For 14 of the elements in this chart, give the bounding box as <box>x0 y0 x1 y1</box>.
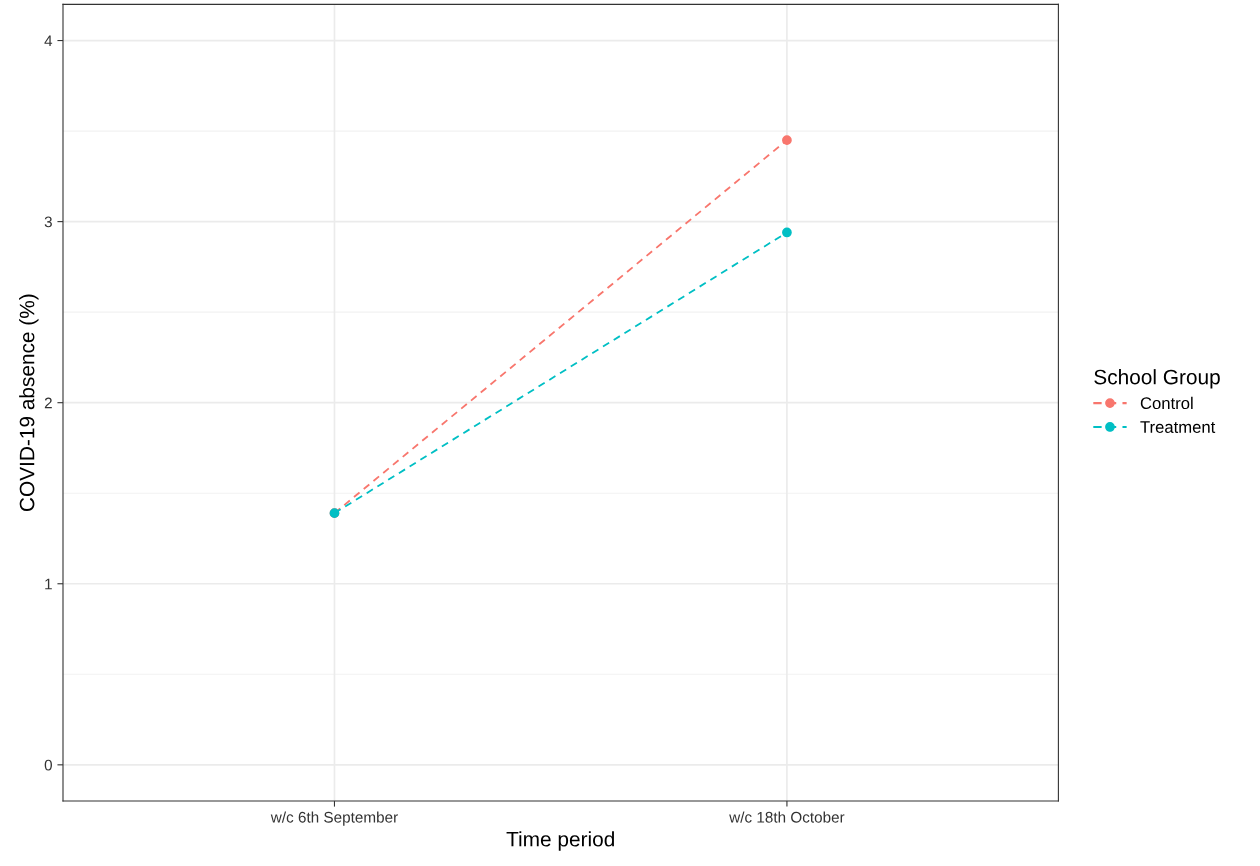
legend-title: School Group <box>1094 369 1220 389</box>
y-tick-label: 2 <box>44 397 52 409</box>
y-tick-label: 0 <box>44 759 52 771</box>
y-tick-label: 4 <box>44 35 53 47</box>
y-tick-label: 3 <box>44 216 52 228</box>
point <box>782 135 792 145</box>
legend-label: Treatment <box>1140 421 1216 433</box>
legend-label: Control <box>1140 396 1193 410</box>
x-tick-label: w/c 18th October <box>729 811 845 823</box>
x-tick-label: w/c 6th September <box>270 811 398 826</box>
y-tick-label: 1 <box>45 578 52 590</box>
point <box>782 227 792 238</box>
y-axis-title: COVID-19 absence (%) <box>19 294 39 512</box>
x-axis-title: Time period <box>506 831 614 851</box>
